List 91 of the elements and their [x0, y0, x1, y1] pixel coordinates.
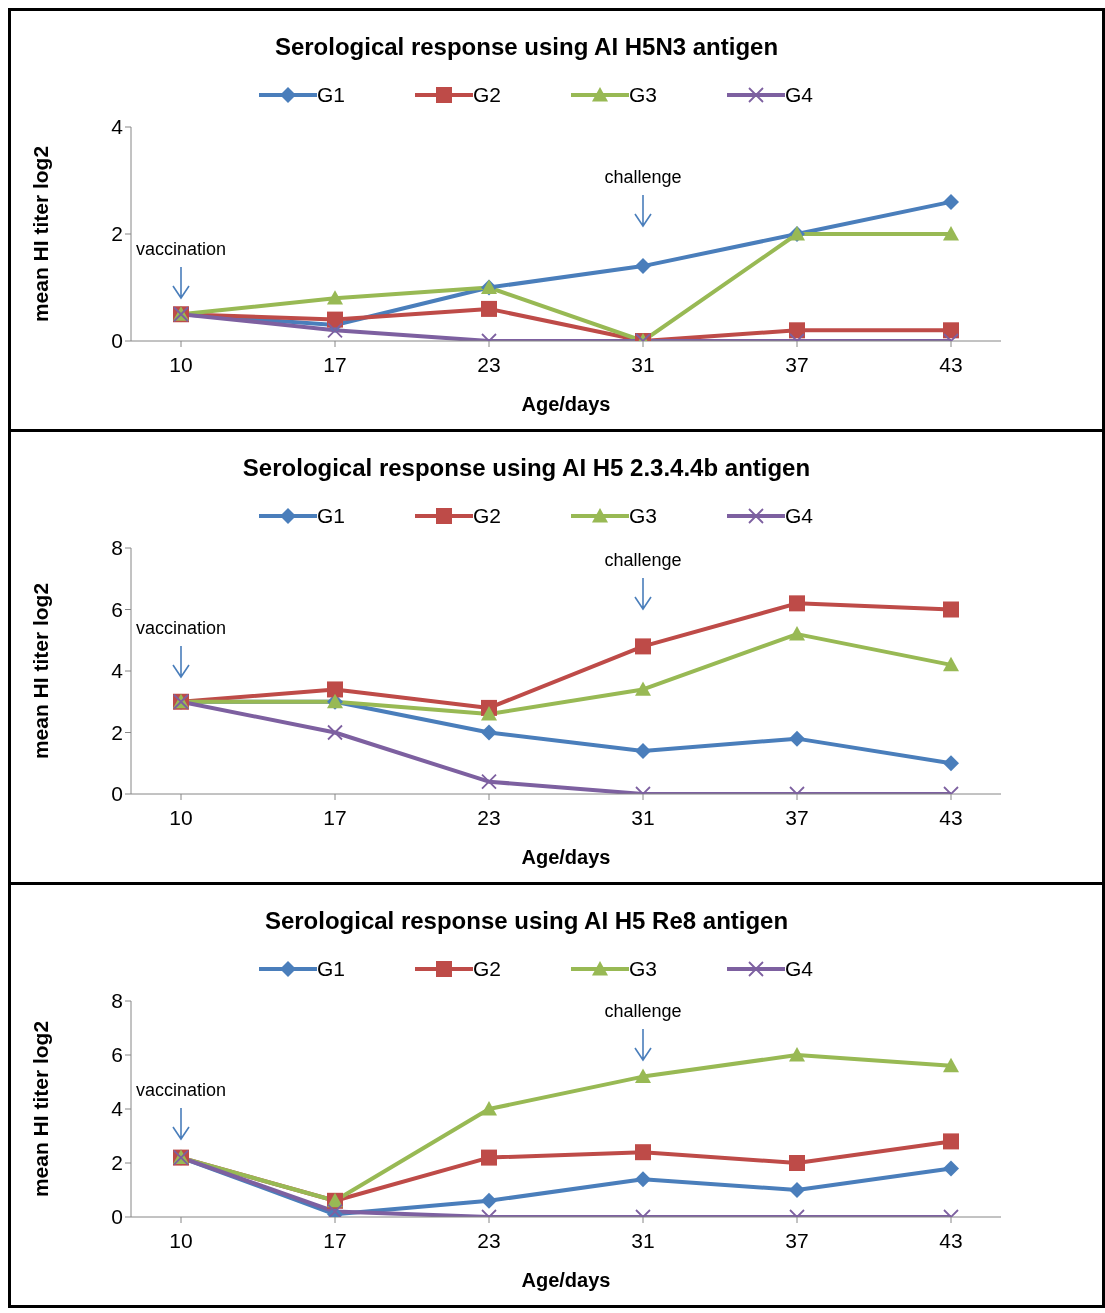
point	[789, 1182, 805, 1198]
point	[481, 1101, 497, 1116]
annotation: vaccination	[135, 239, 227, 259]
y-tick-label: 0	[111, 782, 123, 806]
point	[789, 1047, 805, 1062]
point	[789, 595, 805, 612]
y-tick-label: 2	[111, 222, 123, 246]
annotation: challenge	[603, 167, 683, 188]
x-tick-label: 31	[631, 805, 655, 829]
point	[635, 638, 651, 655]
point	[943, 656, 959, 672]
x-tick-label: 31	[631, 1228, 655, 1252]
y-tick-label: 2	[111, 1151, 123, 1175]
point	[327, 311, 343, 328]
legend-label: G2	[472, 957, 501, 981]
y-axis-title: mean HI titer log2	[29, 582, 53, 760]
point	[635, 681, 651, 696]
point	[943, 193, 959, 210]
x-tick-label: 43	[939, 1228, 963, 1252]
x-tick-label: 17	[323, 1228, 347, 1252]
x-axis-title: Age/days	[521, 393, 611, 415]
legend-label: G4	[785, 504, 814, 528]
point	[789, 626, 805, 641]
point	[327, 322, 343, 339]
point	[481, 706, 497, 721]
x-tick-label: 37	[785, 352, 809, 376]
point	[635, 1171, 651, 1188]
chart-title: Serological response using AI H5 2.3.4.4b antigen	[241, 453, 812, 483]
x-tick-label: 10	[169, 805, 193, 829]
legend-label: G2	[472, 504, 501, 528]
x-tick-label: 31	[631, 352, 655, 376]
point	[327, 724, 343, 741]
point	[481, 1149, 497, 1166]
annotation: challenge	[603, 550, 683, 571]
point	[635, 1144, 651, 1161]
legend-label: G3	[629, 504, 658, 528]
chart-title: Serological response using AI H5N3 antigen	[273, 32, 780, 62]
point	[943, 1057, 959, 1073]
y-tick-label: 6	[111, 1043, 123, 1067]
y-axis-title: mean HI titer log2	[29, 145, 53, 323]
point	[481, 1192, 497, 1209]
x-tick-label: 10	[169, 352, 193, 376]
annotation: vaccination	[135, 1080, 227, 1100]
x-tick-label: 37	[785, 805, 809, 829]
y-tick-label: 0	[111, 1205, 123, 1229]
annotation: vaccination	[135, 618, 227, 638]
annotation: challenge	[603, 1001, 683, 1022]
x-tick-label: 17	[323, 352, 347, 376]
legend-label: G1	[316, 83, 345, 107]
point	[327, 681, 343, 698]
point	[481, 724, 497, 741]
point	[635, 742, 651, 759]
y-tick-label: 4	[111, 659, 124, 683]
x-tick-label: 17	[323, 805, 347, 829]
y-axis-title: mean HI titer log2	[29, 1020, 53, 1198]
y-tick-label: 2	[111, 720, 123, 744]
x-tick-label: 23	[477, 805, 501, 829]
point	[635, 258, 651, 275]
x-tick-label: 43	[939, 805, 963, 829]
point	[943, 1133, 959, 1150]
point	[789, 1155, 805, 1171]
point	[481, 300, 497, 317]
point	[943, 601, 959, 618]
point	[481, 773, 497, 790]
x-tick-label: 10	[169, 1228, 193, 1252]
x-tick-label: 37	[785, 1228, 809, 1252]
point	[327, 290, 343, 305]
chart-title: Serological response using AI H5 Re8 antigen	[263, 906, 790, 936]
legend-label: G1	[316, 504, 345, 528]
point	[635, 1068, 651, 1083]
x-tick-label: 43	[939, 352, 963, 376]
legend-label: G3	[629, 83, 658, 107]
y-tick-label: 8	[111, 989, 123, 1013]
x-tick-label: 23	[477, 352, 501, 376]
point	[943, 1160, 959, 1177]
y-tick-label: 8	[111, 536, 123, 560]
legend-label: G1	[316, 957, 345, 981]
y-tick-label: 4	[111, 115, 124, 139]
legend-label: G3	[629, 957, 658, 981]
legend-label: G4	[785, 957, 814, 981]
point	[943, 755, 959, 772]
y-tick-label: 6	[111, 597, 123, 621]
x-axis-title: Age/days	[521, 846, 611, 868]
point	[789, 730, 805, 747]
x-tick-label: 23	[477, 1228, 501, 1252]
x-axis-title: Age/days	[521, 1269, 611, 1291]
legend-label: G4	[785, 83, 814, 107]
legend-label: G2	[472, 83, 501, 107]
y-tick-label: 4	[111, 1097, 124, 1121]
y-tick-label: 0	[111, 329, 123, 353]
point	[943, 226, 959, 241]
